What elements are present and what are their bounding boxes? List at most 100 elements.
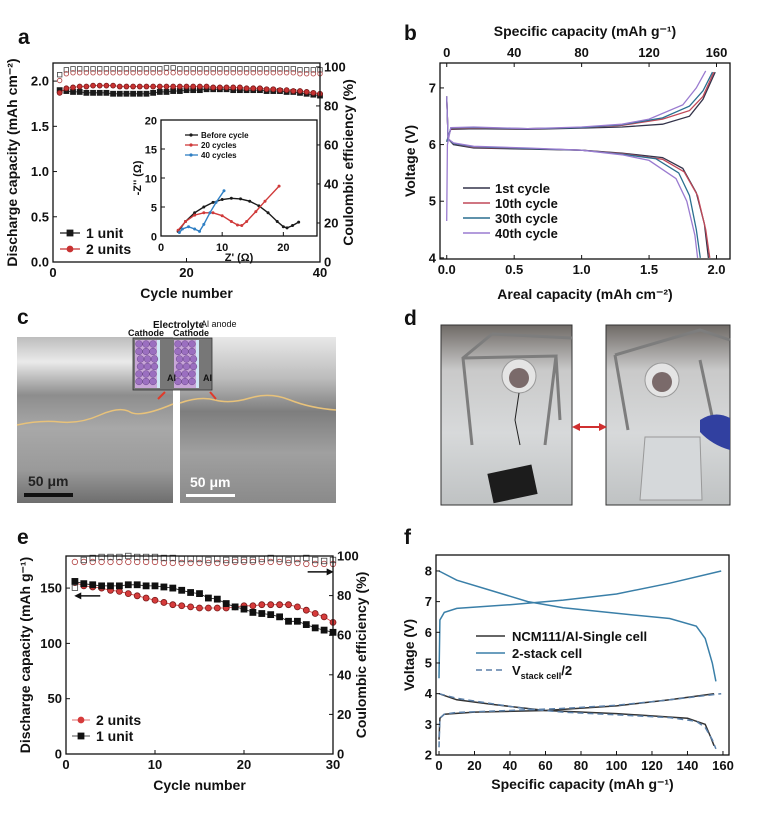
discharge-curve: [446, 96, 699, 258]
capacity-point: [150, 83, 157, 90]
inset-point: [229, 220, 233, 223]
scale-bar-right: [186, 494, 235, 497]
inset-point: [176, 228, 180, 232]
cathode-particle: [135, 370, 143, 378]
coulombic-efficiency-point: [267, 554, 274, 562]
coulombic-efficiency-point: [203, 66, 210, 72]
coulombic-efficiency-point: [169, 559, 176, 567]
inset-legend-label: 40 cycles: [201, 151, 237, 160]
x-tick-label: 0: [62, 757, 69, 772]
coulombic-efficiency-point: [170, 65, 176, 71]
inset-point: [222, 189, 226, 193]
coulombic-efficiency-point: [134, 553, 141, 561]
series-1-unit: [71, 552, 337, 636]
coulombic-efficiency-point: [303, 71, 310, 77]
capacity-point: [290, 88, 297, 94]
y-tick-label: 0: [55, 747, 62, 762]
coulombic-efficiency-point: [290, 70, 296, 76]
inset-point: [263, 199, 267, 203]
inset-y-axis-label: -Z'' (Ω): [132, 160, 144, 195]
inset-series-Before-cycle: [176, 196, 301, 233]
coulombic-efficiency-point: [187, 559, 194, 567]
frame-stand-left: [461, 332, 573, 446]
cathode-particle: [143, 355, 152, 363]
capacity-point: [213, 595, 221, 603]
y2-axis-label: Coulombic efficiency (%): [340, 79, 356, 245]
cathode-particle: [142, 340, 150, 348]
capacity-point: [169, 584, 177, 592]
cathode-particle: [142, 347, 150, 356]
x-tick-label: 10: [216, 242, 228, 254]
axis-arrow-right: [307, 568, 334, 576]
y-tick-label: 8: [425, 563, 432, 578]
cathode-particle: [143, 362, 152, 371]
y-tick-label: 7: [429, 80, 436, 95]
coulombic-efficiency-point: [214, 559, 221, 567]
inset-x-axis-label: Z' (Ω): [225, 252, 254, 264]
legend-label: 40th cycle: [495, 226, 558, 241]
x-tick-label: 20: [277, 242, 289, 254]
coulombic-efficiency-point: [169, 554, 176, 562]
legend-label: Vstack cell/2: [512, 663, 572, 681]
capacity-point: [90, 82, 96, 89]
coulombic-efficiency-point: [178, 559, 185, 567]
x-tick-label: 20: [237, 757, 251, 772]
coulombic-efficiency-point: [70, 66, 76, 72]
coulombic-efficiency-point: [63, 71, 69, 77]
y-tick-label: 0.0: [31, 255, 49, 270]
x2-tick-label: 120: [638, 45, 660, 60]
capacity-point: [223, 84, 230, 91]
capacity-point: [311, 624, 319, 632]
coulombic-efficiency-point: [277, 70, 283, 76]
inset-point: [193, 227, 197, 231]
coulombic-efficiency-point: [270, 70, 276, 76]
coulombic-efficiency-point: [183, 66, 190, 72]
capacity-point: [183, 83, 190, 90]
capacity-point: [103, 89, 110, 96]
cathode-particle: [135, 347, 143, 356]
capacity-point: [96, 89, 103, 96]
coulombic-efficiency-point: [143, 66, 150, 72]
y2-tick-label: 40: [337, 667, 351, 682]
coulombic-efficiency-point: [190, 70, 196, 76]
series-2-units: [56, 70, 323, 97]
capacity-line: [59, 88, 321, 96]
capacity-point: [178, 602, 186, 610]
coulombic-efficiency-point: [320, 557, 328, 565]
coulombic-efficiency-point: [177, 66, 183, 72]
coulombic-efficiency-point: [110, 70, 116, 76]
inset-point: [202, 205, 206, 209]
capacity-point: [83, 83, 90, 90]
y-axis-label: Discharge capacity (mAh cm⁻²): [4, 58, 20, 266]
coulombic-efficiency-point: [223, 70, 230, 76]
y2-tick-label: 80: [337, 588, 351, 603]
y-tick-label: 6: [425, 625, 432, 640]
coulombic-efficiency-point: [190, 66, 196, 72]
capacity-point: [196, 590, 203, 598]
inset-point: [211, 211, 215, 215]
inset-point: [220, 214, 224, 218]
capacity-point: [210, 84, 217, 91]
y-tick-label: 5: [151, 203, 157, 215]
coulombic-efficiency-point: [283, 70, 290, 76]
inset-point: [248, 199, 252, 203]
inset-point: [240, 224, 244, 228]
y2-axis-label: Coulombic efficiency (%): [353, 572, 369, 738]
charge-curve: [446, 71, 715, 142]
cathode-particle: [182, 362, 191, 371]
x-axis-label: Specific capacity (mAh g⁻¹): [491, 776, 673, 792]
cathode-particle: [174, 340, 182, 348]
capacity-point: [230, 84, 237, 91]
coulombic-efficiency-point: [137, 70, 143, 76]
capacity-point: [231, 603, 239, 611]
capacity-point: [151, 582, 159, 590]
y2-tick-label: 100: [337, 549, 359, 564]
y2-tick-label: 60: [337, 628, 351, 643]
capacity-point: [250, 85, 257, 92]
legend-label-main: NCM111/Al-Single cell: [512, 629, 647, 644]
capacity-point: [107, 582, 114, 590]
capacity-point: [257, 85, 263, 92]
